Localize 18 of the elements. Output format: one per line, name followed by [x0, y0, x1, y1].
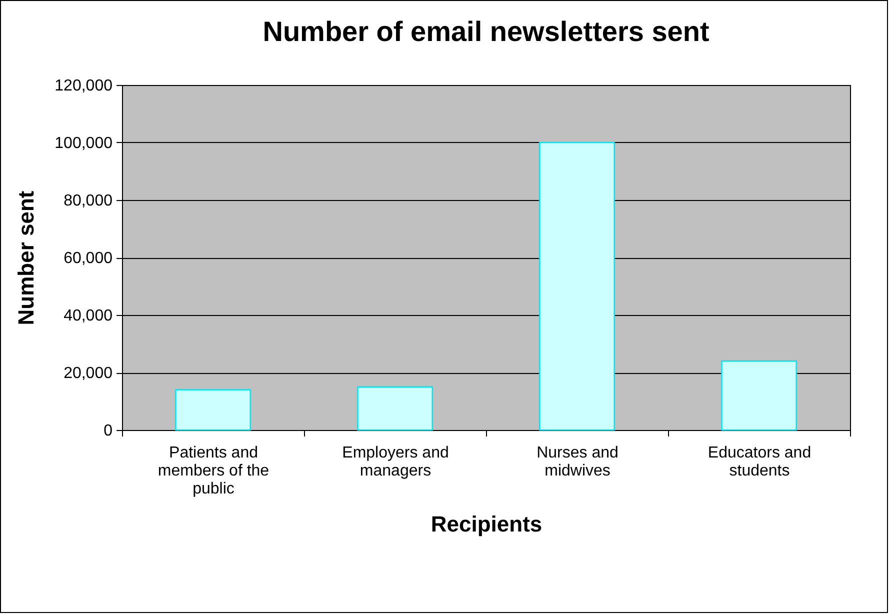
x-axis-title: Recipients: [430, 512, 542, 536]
y-axis-title: Number sent: [14, 190, 39, 326]
x-tick-label: Educators and students: [708, 444, 812, 480]
y-tick-label: 80,000: [64, 192, 113, 210]
x-tick-label: Nurses and midwives: [536, 444, 618, 480]
x-tick-label: Patients and members of the public: [158, 444, 270, 498]
x-tick-label: Employers and managers: [342, 444, 449, 480]
chart-title: Number of email newsletters sent: [262, 16, 710, 47]
bar: [539, 142, 615, 431]
y-tick-label: 120,000: [54, 78, 113, 94]
bar: [721, 360, 797, 431]
bar: [357, 386, 433, 431]
y-tick-label: 40,000: [64, 308, 113, 324]
y-tick-label: 100,000: [54, 135, 113, 152]
y-tick-label: 0: [104, 422, 113, 440]
y-tick-label: 20,000: [64, 365, 113, 382]
bar: [175, 389, 251, 431]
y-tick-label: 60,000: [64, 250, 113, 267]
